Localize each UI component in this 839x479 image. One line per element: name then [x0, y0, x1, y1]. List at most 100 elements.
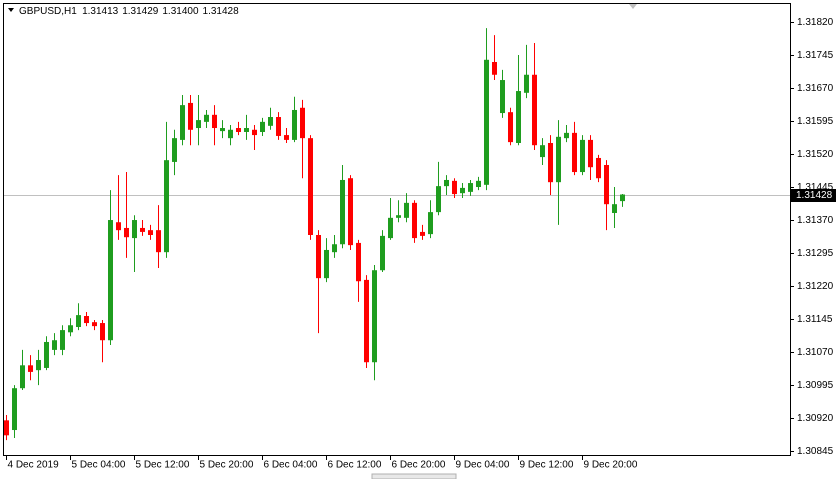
candle-body [20, 365, 25, 389]
candle-body [476, 180, 481, 188]
candle-body [396, 215, 401, 218]
candle-body [356, 242, 361, 282]
candle-body [492, 61, 497, 75]
candle-body [348, 178, 353, 246]
candle-body [548, 142, 553, 183]
y-tick-label: 1.31745 [797, 50, 834, 61]
candle-body [188, 102, 193, 130]
candle-body [68, 325, 73, 333]
x-tick-label: 5 Dec 12:00 [136, 460, 190, 471]
candle-body [44, 341, 49, 368]
y-tick-label: 1.31295 [797, 248, 834, 259]
y-tick-label: 1.31370 [797, 215, 834, 226]
candle-body [484, 59, 489, 185]
y-tick-label: 1.31070 [797, 347, 834, 358]
scrollbar[interactable] [371, 473, 457, 479]
candle-body [124, 227, 129, 238]
candle-body [420, 231, 425, 236]
candle-body [316, 235, 321, 279]
candle-body [500, 80, 505, 114]
candle-body [12, 388, 17, 431]
candle-body [116, 222, 121, 231]
candle-body [524, 74, 529, 93]
candle-body [508, 112, 513, 143]
candle-body [324, 249, 329, 279]
candle-body [308, 138, 313, 236]
price-label-box [791, 189, 836, 202]
price-label: 1.31428 [796, 190, 833, 201]
candle-body [52, 340, 57, 350]
candle-body [140, 227, 145, 232]
candle-body [172, 138, 177, 162]
x-tick-label: 4 Dec 2019 [8, 460, 60, 471]
candle-body [84, 316, 89, 324]
candle-body [580, 139, 585, 173]
chart-header: GBPUSD,H1 1.31413 1.31429 1.31400 1.31428 [19, 6, 239, 17]
candle-body [532, 74, 537, 146]
plot-frame [3, 3, 791, 456]
y-tick-label: 1.31220 [797, 281, 834, 292]
candle-body [244, 128, 249, 132]
symbol: GBPUSD,H1 [19, 6, 77, 17]
candle-body [236, 128, 241, 132]
y-tick-label: 1.30845 [797, 446, 834, 457]
y-tick-label: 1.30920 [797, 413, 834, 424]
candle-body [284, 135, 289, 140]
candle-body [380, 235, 385, 271]
candle-body [220, 128, 225, 132]
candle-body [556, 136, 561, 183]
candle-body [76, 315, 81, 328]
candle-body [452, 180, 457, 195]
candle-body [100, 323, 105, 341]
candle-body [252, 129, 257, 136]
candle-body [620, 194, 625, 202]
x-tick-label: 9 Dec 04:00 [456, 460, 510, 471]
candle-body [340, 179, 345, 245]
x-tick-label: 5 Dec 04:00 [72, 460, 126, 471]
shift-marker [629, 4, 637, 9]
x-tick-label: 9 Dec 12:00 [520, 460, 574, 471]
candle-body [388, 217, 393, 239]
candle-body [60, 330, 65, 350]
high-label: 1.31429 [122, 6, 159, 17]
candle-body [276, 117, 281, 136]
candle-body [460, 187, 465, 194]
candle-body [468, 183, 473, 192]
candle-body [180, 105, 185, 140]
candle-body [36, 360, 41, 371]
candle-body [372, 270, 377, 363]
candle-body [92, 322, 97, 327]
candle-body [204, 114, 209, 122]
candle-body [332, 244, 337, 253]
candle-body [228, 129, 233, 139]
candle-body [4, 420, 9, 436]
close-label: 1.31428 [203, 6, 240, 17]
candle-body [596, 157, 601, 179]
candle-body [28, 365, 33, 372]
y-tick-label: 1.31445 [797, 182, 834, 193]
candle-body [428, 212, 433, 235]
candle-body [132, 220, 137, 239]
y-tick-label: 1.31595 [797, 116, 834, 127]
low-label: 1.31400 [162, 6, 199, 17]
y-tick-label: 1.31145 [797, 314, 833, 325]
candle-body [436, 186, 441, 213]
symbol-menu-icon[interactable] [8, 8, 14, 12]
candle-body [516, 91, 521, 143]
candle-body [156, 230, 161, 253]
candle-body [196, 120, 201, 129]
candle-body [268, 117, 273, 126]
y-tick-label: 1.31670 [797, 83, 834, 94]
x-tick-label: 6 Dec 04:00 [264, 460, 318, 471]
x-tick-label: 6 Dec 12:00 [328, 460, 382, 471]
candle-body [412, 202, 417, 239]
plot-area [4, 28, 790, 441]
x-tick-label: 9 Dec 20:00 [584, 460, 638, 471]
x-tick-label: 5 Dec 20:00 [200, 460, 254, 471]
y-tick-label: 1.30995 [797, 380, 834, 391]
candle-body [612, 204, 617, 213]
candle-body [540, 145, 545, 158]
candle-body [292, 109, 297, 140]
x-tick-label: 6 Dec 20:00 [392, 460, 446, 471]
